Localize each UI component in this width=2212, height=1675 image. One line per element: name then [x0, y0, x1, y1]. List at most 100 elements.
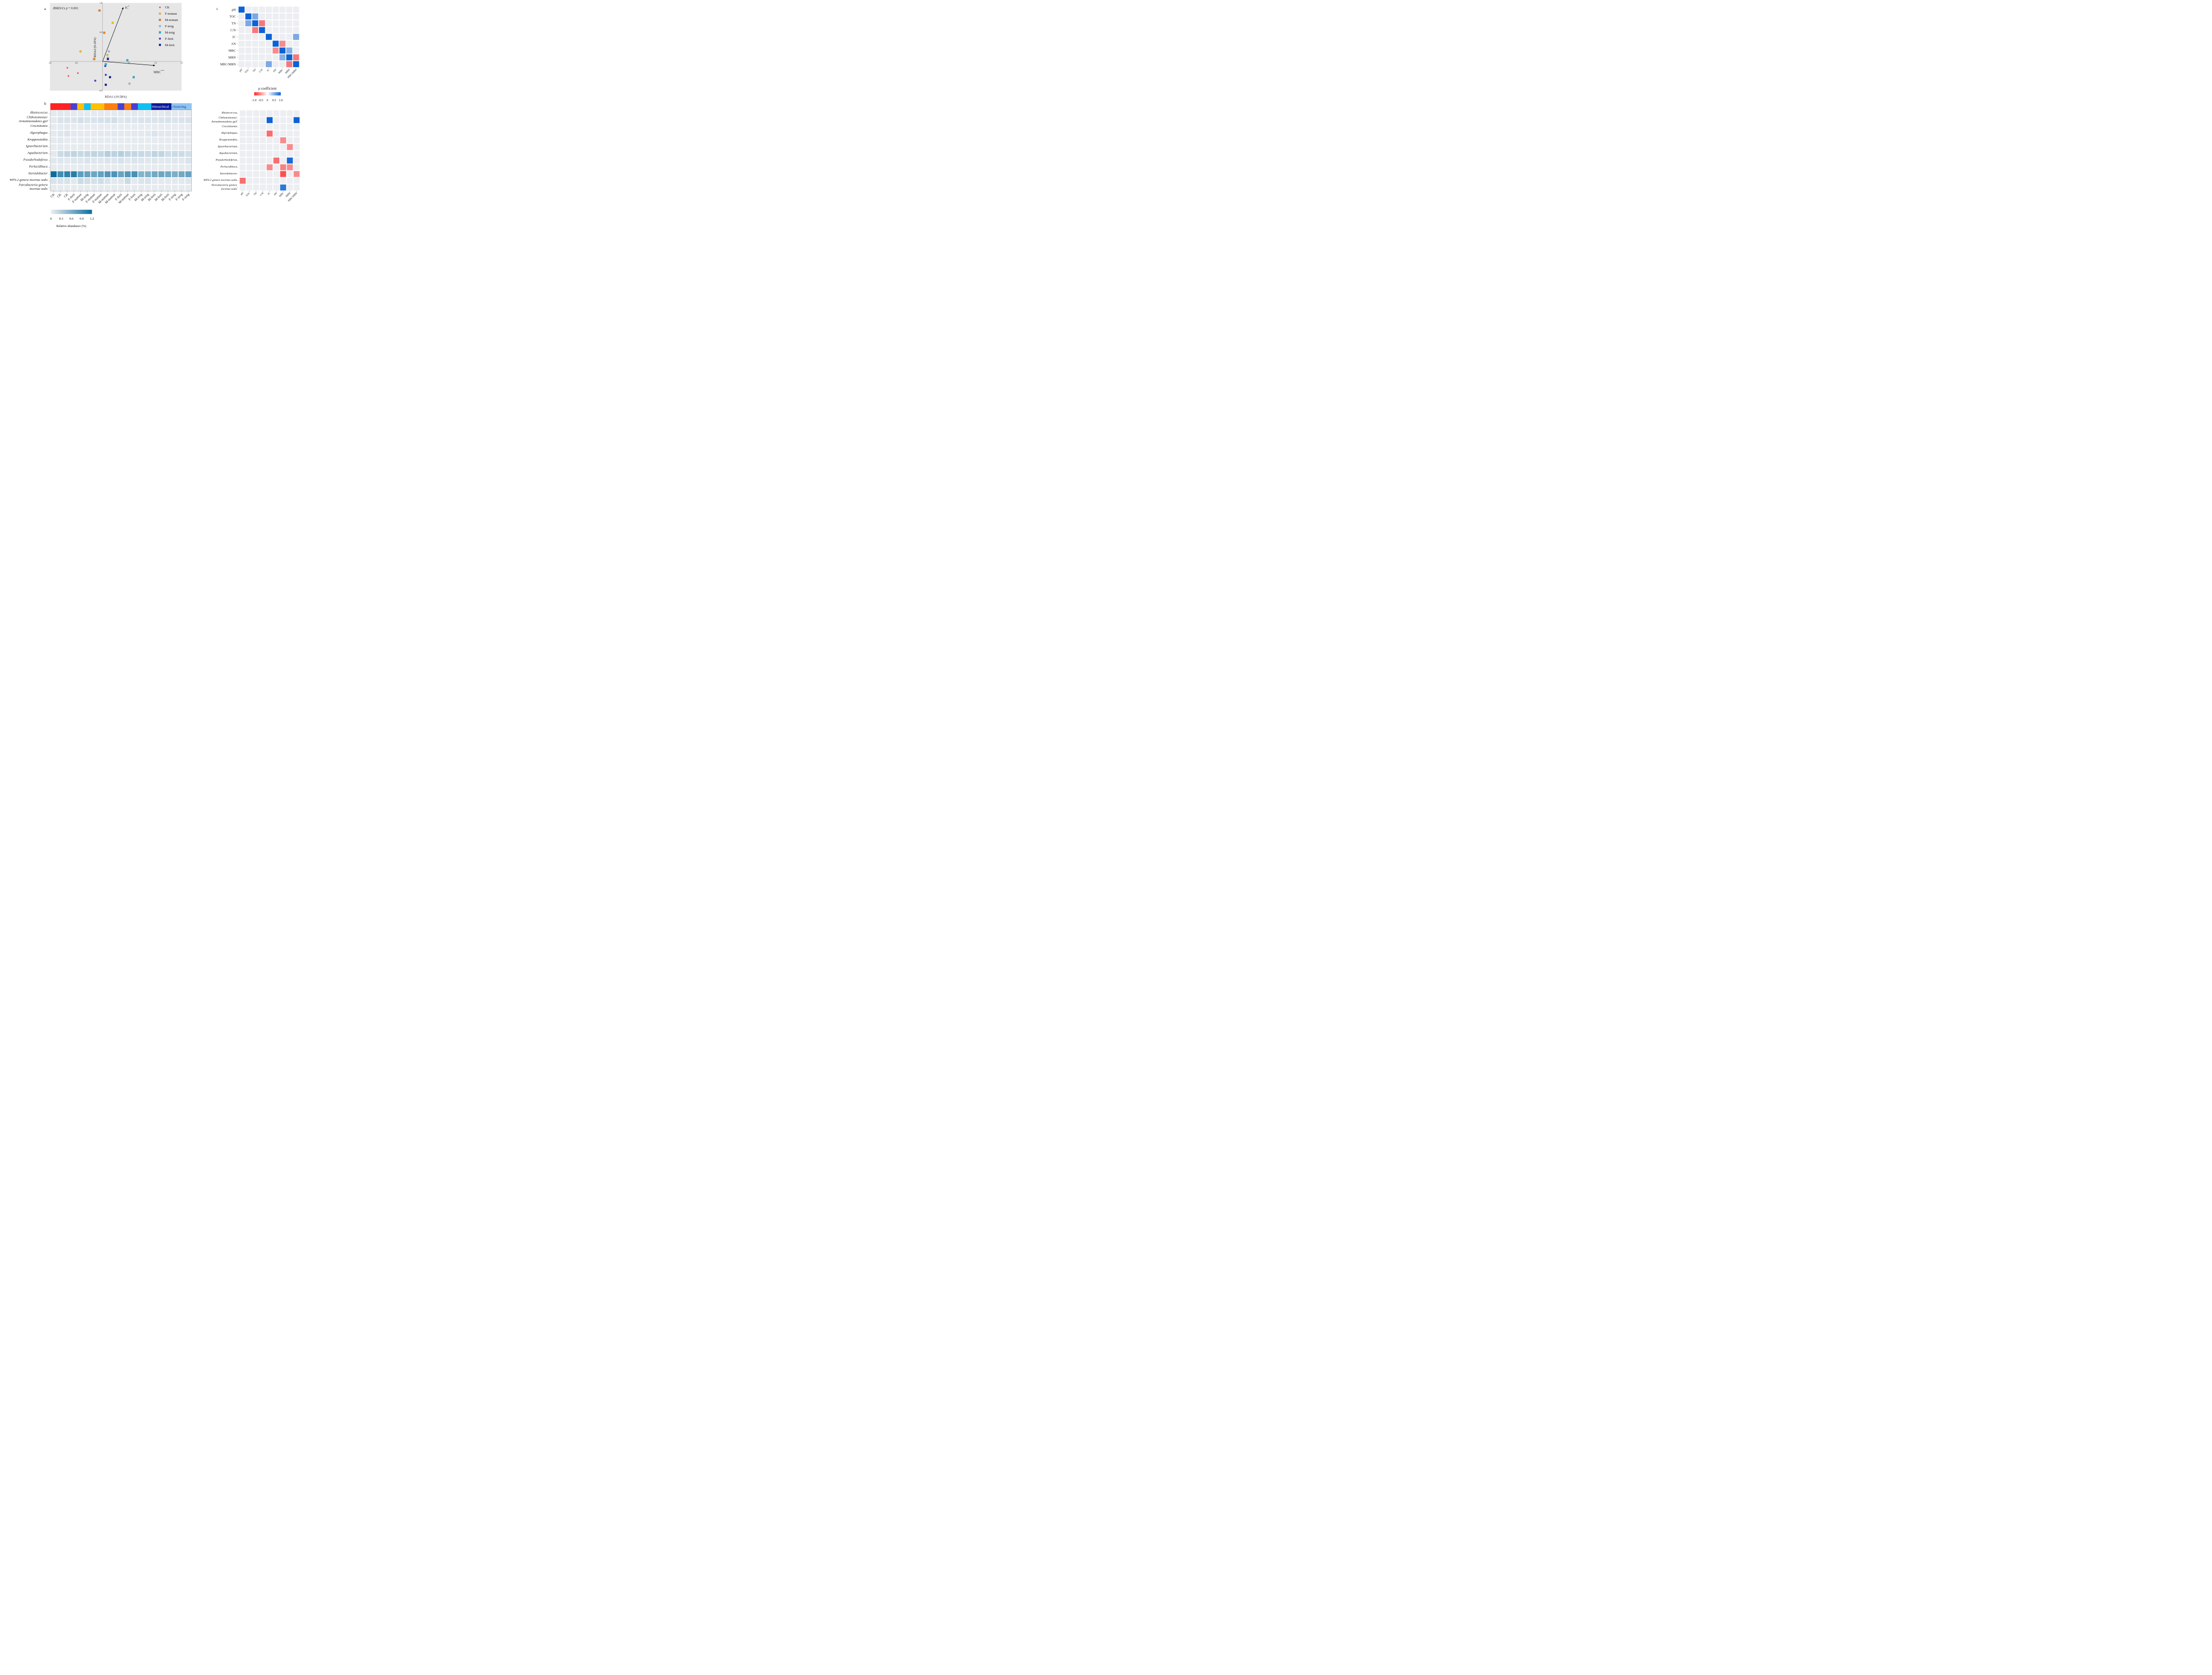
heat-cell — [131, 110, 138, 116]
heat-cell — [57, 110, 63, 116]
rho-taxa-cell — [259, 184, 266, 191]
point-f-ferti — [104, 65, 106, 67]
point-f-noman — [111, 21, 114, 24]
heat-cell — [50, 157, 57, 164]
heat-cell — [151, 185, 158, 191]
heat-cell — [64, 171, 70, 178]
heat-cell — [118, 144, 124, 150]
heat-cell — [125, 110, 131, 116]
heat-cell — [104, 131, 111, 137]
heat-cell — [151, 157, 158, 164]
rho-cell — [238, 54, 245, 61]
rho-cell — [245, 47, 252, 54]
heat-cell — [91, 178, 97, 184]
rho-cell — [252, 40, 258, 47]
heat-cell — [178, 157, 185, 164]
legend-label-f-noman: F-noman — [165, 12, 177, 16]
heat-cell — [125, 137, 131, 144]
point-f-ferti — [104, 73, 107, 76]
heat-cell — [151, 171, 158, 178]
heat-cell — [78, 137, 84, 144]
rho-taxa-row-label-line2: incertae sedis — [221, 188, 237, 191]
heat-cell — [131, 117, 138, 123]
rda-y-axis-label: RDA2 (9.18%) — [93, 37, 97, 57]
heat-cell — [178, 185, 185, 191]
rho-cell — [279, 20, 286, 27]
legend-label-ck: CK — [165, 6, 170, 9]
rda-panel: -1.0 -0.5 0.5 1.0 1.5 1.0 0.5 -0.5 dbRDA’s p = 0… — [48, 2, 183, 99]
x-tick-label: -0.5 — [75, 62, 78, 64]
rho-row-label: C/N — [230, 29, 236, 33]
rho-taxa-cell — [253, 171, 259, 177]
rho-cell — [252, 20, 258, 27]
rho-cell — [286, 27, 292, 34]
heat-cell — [125, 124, 131, 130]
rho-row-label: MBC — [229, 49, 236, 53]
heat-cell — [71, 164, 77, 171]
rho-cell — [273, 40, 279, 47]
heat-cell — [50, 124, 57, 130]
heat-cell — [78, 164, 84, 171]
rho-taxa-cell — [253, 150, 259, 157]
heat-cell — [138, 178, 145, 184]
point-f-noman — [79, 50, 82, 53]
heat-cell — [185, 124, 191, 130]
rho-cell — [259, 34, 265, 40]
heat-cell — [71, 137, 77, 144]
heat-cell — [78, 144, 84, 150]
x-tick-label: 1.0 — [154, 62, 157, 64]
rho-taxa-cell — [240, 131, 246, 137]
heat-cell — [84, 110, 91, 116]
rho-cell — [259, 61, 265, 68]
legend-marker-m-noman — [159, 18, 161, 21]
heat-cell — [50, 117, 57, 123]
panel-label-a: a — [44, 6, 46, 11]
heat-cell — [71, 117, 77, 123]
heat-cell — [158, 131, 165, 137]
heat-cell — [118, 137, 124, 144]
heat-cell — [84, 157, 91, 164]
point-m-irrig — [126, 59, 128, 61]
colorbar-tick-label: 0.6 — [69, 217, 73, 221]
rho-colorbar-tick: 0.5 — [272, 99, 276, 102]
rho-cell — [245, 13, 252, 20]
heat-cell — [78, 117, 84, 123]
rho-taxa-cell — [287, 171, 293, 177]
heat-cell — [131, 185, 138, 191]
heat-cell — [151, 164, 158, 171]
rho-cell — [293, 47, 299, 54]
heat-cell — [138, 157, 145, 164]
x-tick-label: 1.5 — [180, 62, 183, 64]
heat-cell — [118, 171, 124, 178]
rho-cell — [293, 34, 299, 40]
heat-cell — [84, 171, 91, 178]
heat-cell — [64, 137, 70, 144]
heat-cell — [178, 137, 185, 144]
rho-taxa-cell — [287, 178, 293, 184]
rho-taxa-cell — [287, 124, 293, 130]
heat-cell — [50, 178, 57, 184]
y-tick-label: 1.0 — [100, 2, 102, 4]
rho-cell — [279, 61, 286, 68]
heat-cell — [125, 171, 131, 178]
heat-cell — [57, 137, 63, 144]
rho-taxa-col-label: MBC — [279, 192, 285, 198]
heat-cell — [185, 117, 191, 123]
rho-cell — [279, 40, 286, 47]
heat-cell — [111, 157, 117, 164]
heat-cell — [165, 164, 171, 171]
col-label: F-irrig — [181, 192, 190, 201]
heat-cell — [97, 117, 104, 123]
rho-cell — [273, 6, 279, 13]
rho-taxa-row-label: Aquabacterium — [219, 152, 237, 155]
heat-cell — [171, 178, 178, 184]
heat-cell — [151, 124, 158, 130]
rho-taxa-cell — [273, 171, 279, 177]
heat-cell — [165, 131, 171, 137]
rho-taxa-cell — [294, 124, 300, 130]
heat-cell — [91, 171, 97, 178]
rho-taxa-cell — [273, 144, 279, 150]
heat-cell — [84, 124, 91, 130]
heat-cell — [57, 144, 63, 150]
